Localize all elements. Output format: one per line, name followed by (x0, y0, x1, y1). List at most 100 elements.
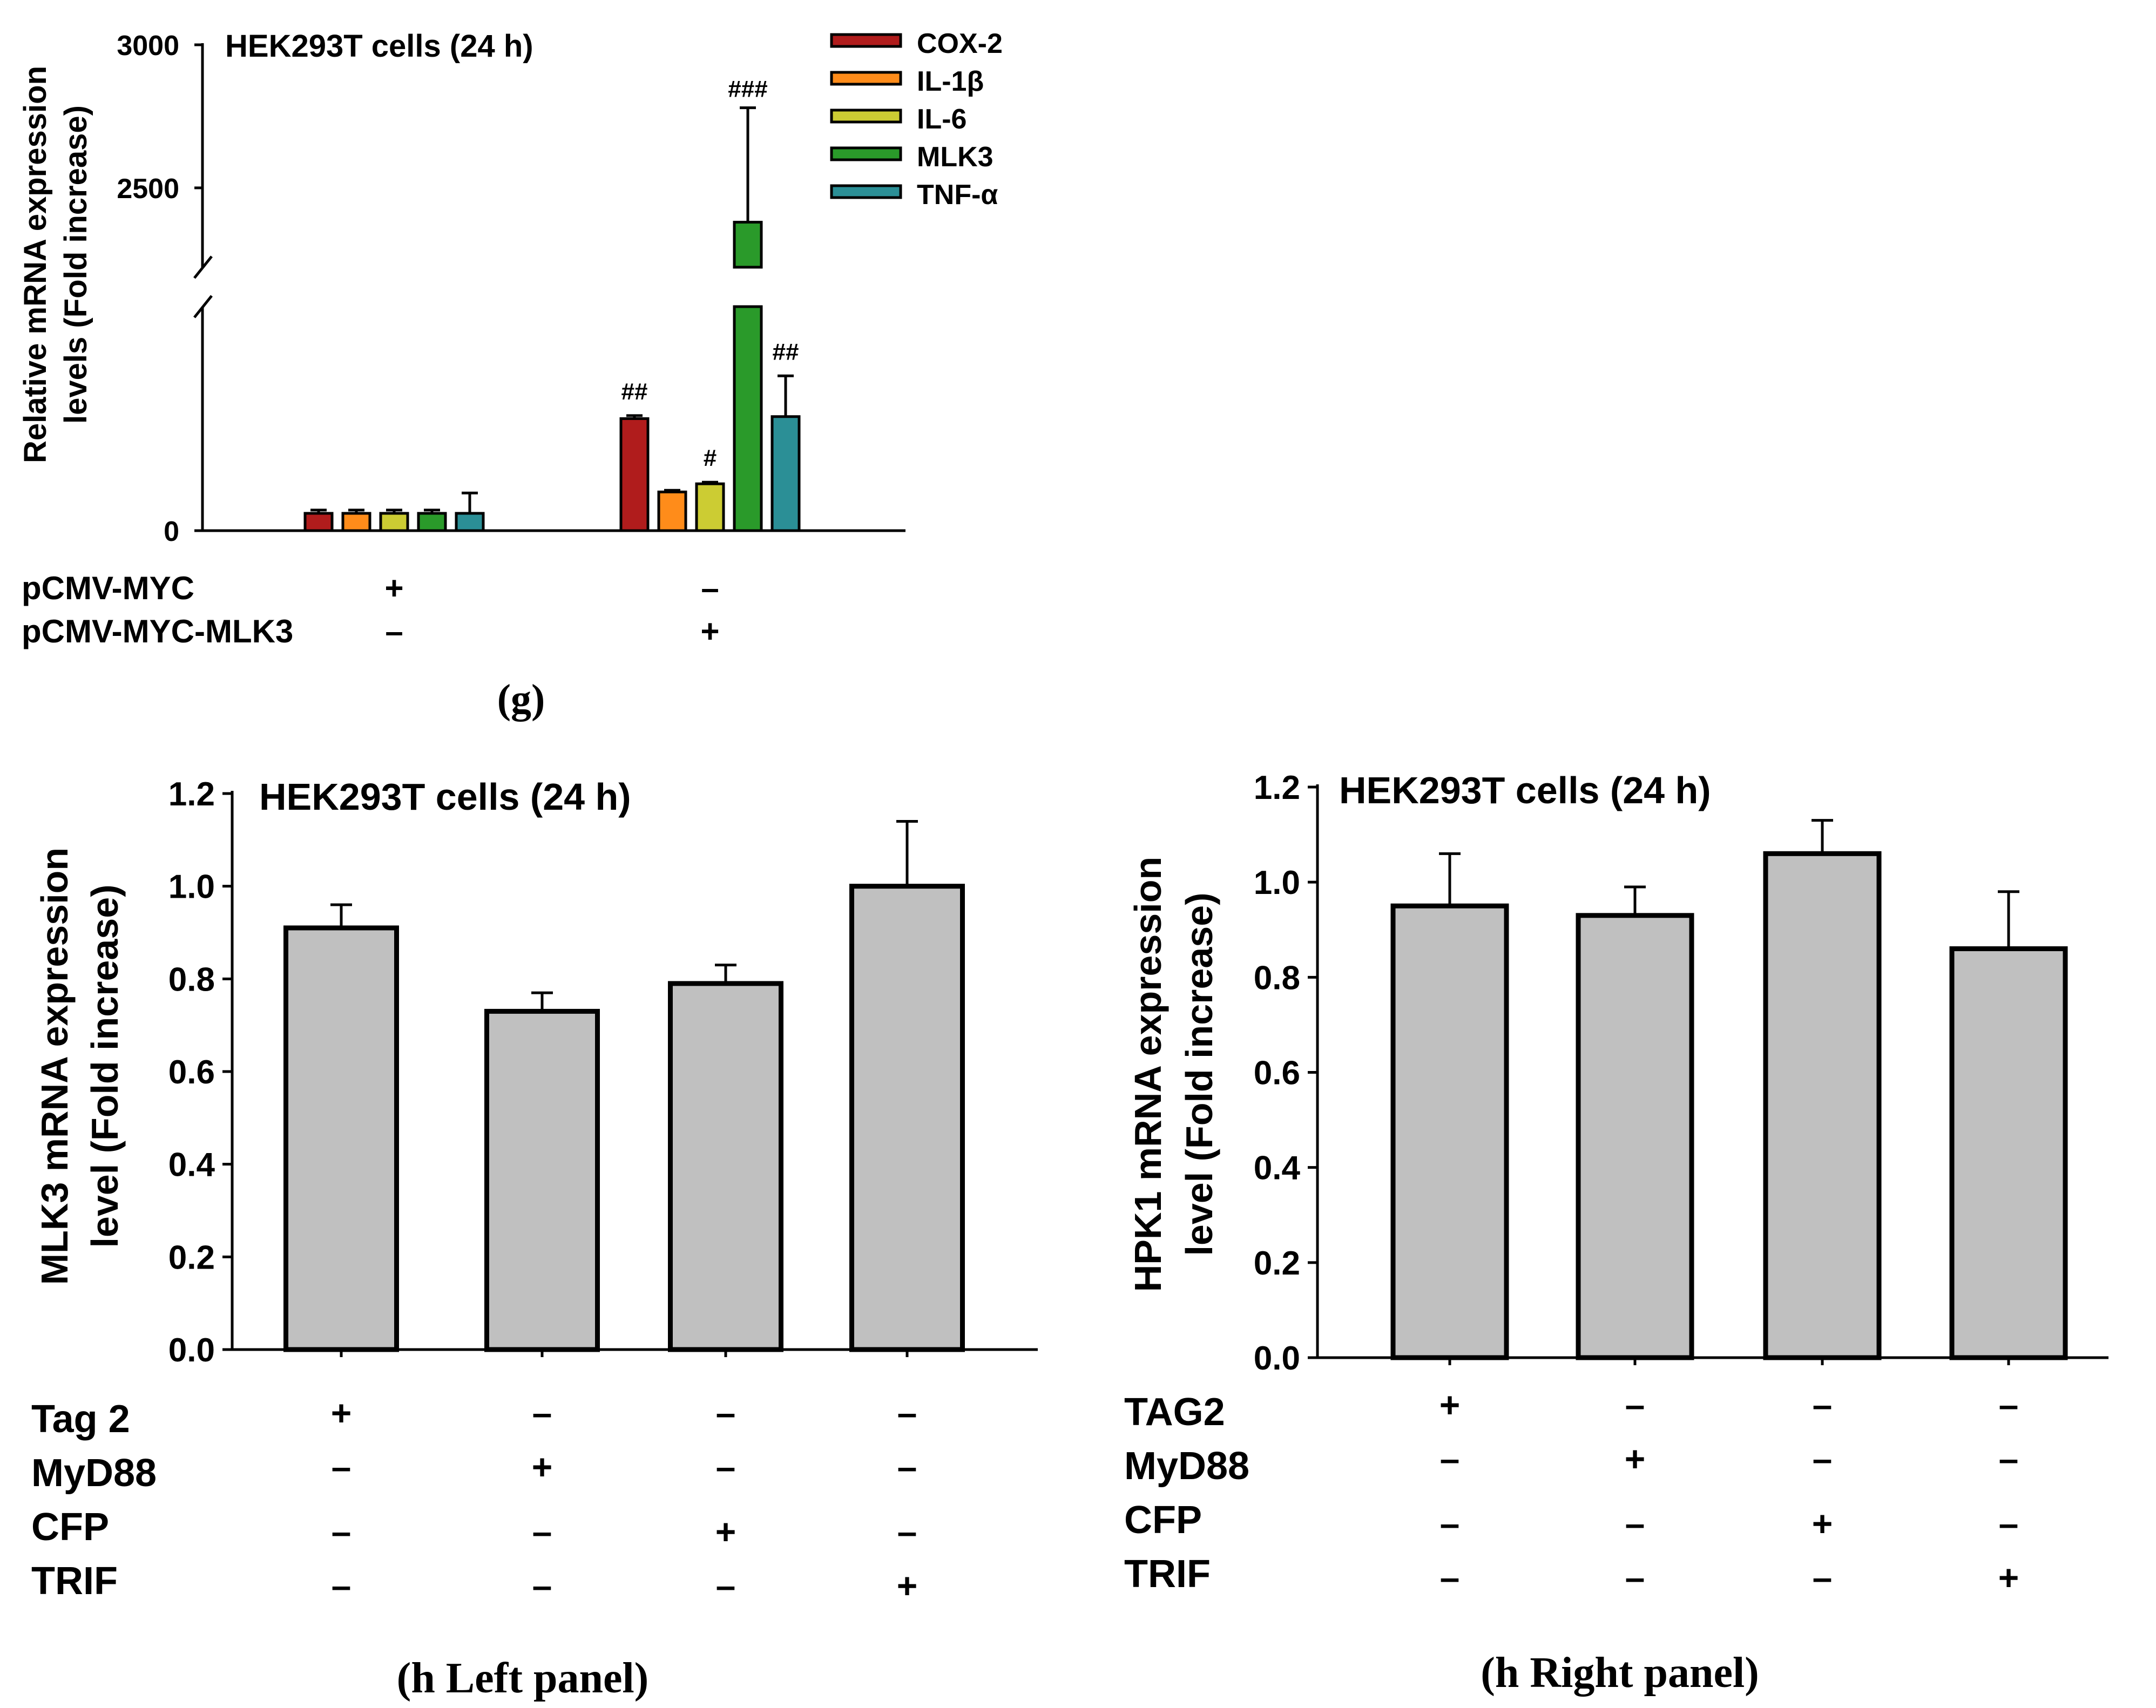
panel-h-right-title: HEK293T cells (24 h) (1339, 769, 1711, 811)
panel-g-conditions: pCMV-MYC + – pCMV-MYC-MLK3 – + (22, 570, 720, 649)
condition-label: TAG2 (1124, 1391, 1225, 1434)
panel-h-left-ylabel-line2: level (Fold increase) (84, 884, 126, 1248)
legend-swatch (830, 33, 902, 48)
condition-mark: – (716, 1565, 736, 1605)
condition-mark: – (716, 1447, 736, 1487)
panel-h-left-caption: (h Left panel) (397, 1655, 649, 1702)
condition-label: pCMV-MYC (22, 570, 194, 606)
condition-label: MyD88 (31, 1452, 157, 1495)
ytick-label: 2500 (117, 173, 179, 205)
ytick-label: 1.2 (168, 776, 215, 813)
condition-label: Tag 2 (31, 1398, 130, 1441)
bar (1576, 913, 1694, 1360)
panel-h-left: HEK293T cells (24 h) MLK3 mRNA expressio… (31, 776, 1038, 1702)
condition-mark: – (1813, 1557, 1833, 1597)
condition-mark: – (1440, 1503, 1460, 1543)
condition-mark: – (332, 1447, 352, 1487)
bar (733, 305, 763, 532)
condition-label: pCMV-MYC-MLK3 (22, 613, 293, 649)
panel-h-left-ylabel-line1: MLK3 mRNA expression (33, 848, 76, 1285)
bar (695, 482, 725, 532)
panel-h-right: HEK293T cells (24 h) HPK1 mRNA expressio… (1124, 769, 2108, 1697)
bar (1763, 851, 1882, 1360)
legend-item: IL-6 (830, 104, 967, 135)
bar (657, 490, 687, 532)
bar (484, 1008, 600, 1352)
bar (379, 512, 409, 532)
condition-mark: – (532, 1512, 552, 1551)
bar (341, 512, 371, 532)
condition-mark: + (331, 1393, 352, 1433)
bar (303, 512, 334, 532)
bar (771, 415, 801, 532)
condition-mark: – (1440, 1439, 1460, 1479)
bar (417, 512, 447, 532)
panel-h-right-bars (1390, 819, 2068, 1365)
panel-g-y-axis (193, 43, 213, 532)
bar (619, 417, 650, 532)
condition-mark: – (1999, 1503, 2019, 1543)
legend-label: IL-1β (917, 66, 984, 97)
ytick-label: 0.6 (1254, 1055, 1300, 1092)
condition-mark: – (897, 1393, 917, 1433)
condition-mark: – (1625, 1503, 1645, 1543)
legend-label: MLK3 (917, 141, 993, 173)
panel-h-right-ylabel-line2: level (Fold increase) (1178, 892, 1220, 1256)
panel-h-right-caption: (h Right panel) (1481, 1649, 1759, 1697)
condition-mark: + (1625, 1439, 1646, 1479)
condition-mark: – (716, 1393, 736, 1433)
significance-label: ## (773, 338, 799, 365)
condition-mark: + (532, 1447, 553, 1487)
condition-label: CFP (31, 1506, 109, 1549)
condition-label: MyD88 (1124, 1445, 1249, 1488)
panel-h-left-yticks: 0.0 0.2 0.4 0.6 0.8 1.0 1.2 (168, 776, 232, 1369)
ytick-label: 0.6 (168, 1054, 215, 1091)
panel-g-ylabel-line2: levels (Fold increase) (58, 105, 93, 424)
significance-label: ## (621, 378, 648, 405)
bar (283, 925, 399, 1352)
ytick-label: 0.8 (168, 961, 215, 998)
condition-mark: – (385, 613, 403, 649)
condition-mark: + (897, 1565, 918, 1605)
condition-mark: – (532, 1393, 552, 1433)
ytick-label: 0.8 (1254, 959, 1300, 997)
significance-label: # (704, 445, 717, 471)
panel-h-right-conditions: TAG2 MyD88 CFP TRIF (1124, 1391, 1249, 1596)
panel-h-right-yticks: 0.0 0.2 0.4 0.6 0.8 1.0 1.2 (1254, 769, 1317, 1377)
legend-label: COX-2 (917, 28, 1003, 59)
ytick-label: 0.0 (1254, 1340, 1300, 1377)
bar-upper-segment (733, 221, 763, 269)
condition-mark: – (532, 1565, 552, 1605)
axis-break-mark-upper (193, 255, 213, 279)
condition-mark: + (715, 1512, 736, 1551)
condition-mark: – (1999, 1385, 2019, 1425)
panel-g-caption: (g) (497, 676, 545, 722)
panel-h-right-ylabel-line1: HPK1 mRNA expression (1127, 857, 1169, 1292)
ytick-label: 1.0 (1254, 864, 1300, 902)
panel-g-ylabel-line1: Relative mRNA expression (18, 66, 53, 463)
legend-item: TNF-α (830, 179, 998, 211)
legend-label: TNF-α (917, 179, 998, 211)
condition-mark: – (1813, 1439, 1833, 1479)
bar (849, 884, 965, 1352)
legend-item: MLK3 (830, 141, 993, 173)
condition-label: TRIF (1124, 1553, 1211, 1596)
condition-mark: – (332, 1512, 352, 1551)
panel-h-right-condition-marks: + – – – – + – – – – + – – – – + (1439, 1385, 2019, 1597)
axis-break-mark-lower (193, 295, 213, 318)
condition-mark: – (1625, 1385, 1645, 1425)
condition-mark: + (1998, 1557, 2019, 1597)
condition-mark: – (1813, 1385, 1833, 1425)
panel-g-title: HEK293T cells (24 h) (225, 29, 533, 64)
condition-label: CFP (1124, 1499, 1202, 1542)
legend-label: IL-6 (917, 104, 967, 135)
condition-mark: – (701, 570, 719, 606)
ytick-label: 0.0 (168, 1332, 215, 1369)
legend-item: IL-1β (830, 66, 984, 97)
bar (1949, 946, 2068, 1360)
panel-h-left-condition-marks: + – – – – + – – – – + – – – – + (331, 1393, 918, 1605)
condition-mark: – (332, 1565, 352, 1605)
ytick-label: 1.2 (1254, 769, 1300, 806)
panel-g-ytick-labels: 3000 2500 0 (117, 30, 179, 547)
